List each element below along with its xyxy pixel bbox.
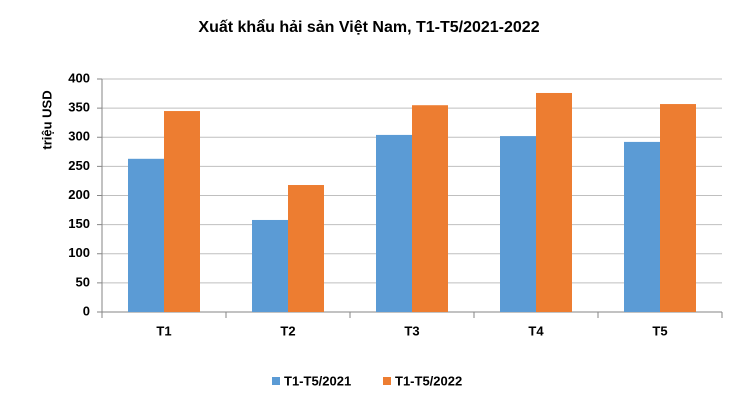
y-tick-label: 100 <box>68 245 90 260</box>
x-tick-label: T4 <box>528 323 544 338</box>
x-tick-label: T2 <box>280 323 295 338</box>
y-axis-label: triệu USD <box>39 90 54 149</box>
y-tick-label: 350 <box>68 100 90 115</box>
y-tick-label: 200 <box>68 187 90 202</box>
x-tick-label: T3 <box>404 323 419 338</box>
y-tick-label: 250 <box>68 158 90 173</box>
bar <box>128 158 164 312</box>
bar <box>660 104 696 312</box>
y-tick-label: 300 <box>68 129 90 144</box>
legend-swatch <box>383 377 391 385</box>
legend-label: T1-T5/2022 <box>395 373 462 388</box>
y-tick-label: 400 <box>68 70 90 85</box>
legend-label: T1-T5/2021 <box>284 373 351 388</box>
bar <box>624 141 660 312</box>
legend-swatch <box>272 377 280 385</box>
x-tick-label: T1 <box>156 323 171 338</box>
chart-title: Xuất khẩu hải sản Việt Nam, T1-T5/2021-2… <box>198 18 539 36</box>
y-tick-label: 150 <box>68 216 90 231</box>
x-tick-label: T5 <box>652 323 667 338</box>
bar <box>412 105 448 313</box>
bar <box>288 185 324 312</box>
y-tick-label: 50 <box>76 274 90 289</box>
y-tick-label: 0 <box>83 303 90 318</box>
bar <box>164 111 200 312</box>
bar <box>252 219 288 312</box>
bar <box>536 92 572 312</box>
bar <box>376 134 412 312</box>
bar <box>500 136 536 312</box>
